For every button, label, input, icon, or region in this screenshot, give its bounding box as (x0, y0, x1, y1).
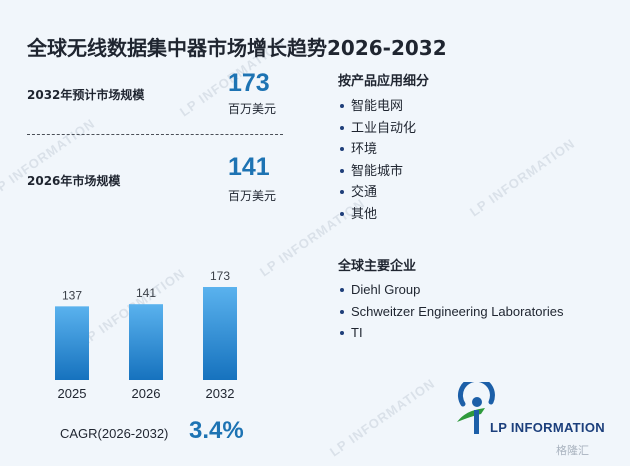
page-title: 全球无线数据集中器市场增长趋势2026-2032 (27, 36, 447, 60)
segment-item: 智能城市 (338, 160, 416, 182)
forecast-market-size-label: 2032年预计市场规模 (27, 88, 145, 102)
cagr-value: 3.4% (189, 417, 244, 444)
companies-title: 全球主要企业 (338, 259, 417, 274)
x-tick-label: 2026 (132, 386, 161, 401)
forecast-market-size-unit: 百万美元 (228, 102, 277, 116)
company-item: TI (338, 322, 563, 344)
bar-value-label: 141 (136, 286, 156, 300)
corner-brand: 格隆汇 (556, 444, 589, 457)
bar-value-label: 173 (210, 269, 230, 283)
bar-2026 (129, 304, 163, 380)
cagr-label: CAGR(2026-2032) (60, 426, 169, 441)
x-tick-label: 2025 (58, 386, 87, 401)
divider (27, 134, 283, 135)
segment-item: 工业自动化 (338, 117, 416, 139)
companies-list: Diehl Group Schweitzer Engineering Labora… (338, 279, 563, 344)
bar-2032 (203, 287, 237, 380)
company-item: Diehl Group (338, 279, 563, 301)
company-item: Schweitzer Engineering Laboratories (338, 301, 563, 323)
segment-item: 其他 (338, 203, 416, 225)
bar-value-label: 137 (62, 288, 82, 302)
current-market-size-label: 2026年市场规模 (27, 174, 121, 188)
lp-logo-icon (457, 382, 495, 434)
bar-2025 (55, 306, 89, 380)
segment-item: 智能电网 (338, 95, 416, 117)
segment-item: 交通 (338, 181, 416, 203)
current-market-size-value: 141 (228, 153, 270, 181)
current-market-size-unit: 百万美元 (228, 189, 277, 203)
segments-list: 智能电网 工业自动化 环境 智能城市 交通 其他 (338, 95, 416, 224)
forecast-market-size-value: 173 (228, 69, 270, 97)
x-tick-label: 2032 (206, 386, 235, 401)
segment-item: 环境 (338, 138, 416, 160)
logo-text: LP INFORMATION (490, 420, 605, 435)
segments-title: 按产品应用细分 (338, 74, 430, 89)
